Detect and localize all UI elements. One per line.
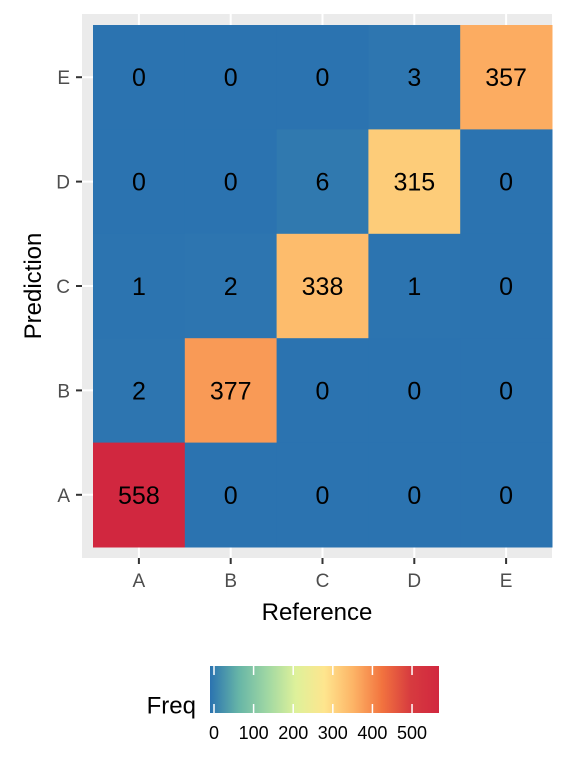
y-tick-label: B bbox=[57, 381, 70, 402]
x-tick-label: A bbox=[133, 571, 146, 592]
cell-value-label: 0 bbox=[499, 377, 513, 405]
heatmap-cell-B-C bbox=[184, 233, 278, 339]
heatmap-cell-C-E bbox=[276, 25, 369, 130]
cell-value-label: 0 bbox=[316, 482, 330, 510]
x-axis-title: Reference bbox=[262, 599, 373, 626]
legend-tick-label: 400 bbox=[357, 723, 387, 743]
y-tick-label: A bbox=[57, 486, 70, 507]
y-tick-label: D bbox=[56, 173, 70, 194]
heatmap-cell-B-D bbox=[184, 129, 278, 235]
heatmap-cell-C-D bbox=[276, 129, 369, 235]
cell-value-label: 0 bbox=[224, 169, 238, 197]
cell-value-label: 0 bbox=[499, 169, 513, 197]
legend-title: Freq bbox=[147, 693, 196, 720]
cell-value-label: 338 bbox=[302, 273, 344, 301]
cell-value-label: 0 bbox=[132, 169, 146, 197]
legend-colorbar bbox=[210, 666, 439, 713]
x-tick-label: E bbox=[500, 571, 513, 592]
heatmap-cell-E-A bbox=[460, 442, 553, 548]
cell-value-label: 0 bbox=[132, 64, 146, 92]
cell-value-label: 0 bbox=[316, 64, 330, 92]
cell-labels: 0 0 0 3 357 0 0 6 315 0 1 2 338 1 0 2 377 0 0 0 558 0 0 0 0 bbox=[118, 64, 527, 510]
y-tick-label: C bbox=[56, 277, 70, 298]
heatmap-cell-B-E bbox=[184, 25, 278, 130]
heatmap-cell-B-A bbox=[184, 442, 278, 548]
y-tick-label: E bbox=[57, 68, 70, 89]
heatmap-cell-A-D bbox=[93, 129, 186, 235]
heatmap-cell-E-D bbox=[460, 129, 553, 235]
cell-value-label: 0 bbox=[499, 273, 513, 301]
cell-value-label: 0 bbox=[224, 64, 238, 92]
cell-value-label: 2 bbox=[224, 273, 238, 301]
heatmap-cell-A-A bbox=[93, 442, 186, 548]
cell-value-label: 0 bbox=[407, 377, 421, 405]
heatmap-cell-E-E bbox=[460, 25, 553, 130]
heatmap-cell-B-B bbox=[184, 338, 278, 444]
x-tick-label: C bbox=[316, 571, 330, 592]
cell-value-label: 1 bbox=[407, 273, 421, 301]
heatmap-cell-A-B bbox=[93, 338, 186, 444]
heatmap-cell-E-C bbox=[460, 233, 553, 339]
axes: A B C D E A B C D E bbox=[56, 68, 512, 592]
cell-value-label: 1 bbox=[132, 273, 146, 301]
x-tick-label: B bbox=[224, 571, 237, 592]
cell-value-label: 0 bbox=[224, 482, 238, 510]
legend-tick-label: 300 bbox=[318, 723, 348, 743]
cell-value-label: 377 bbox=[210, 377, 252, 405]
heatmap-cell-D-B bbox=[368, 338, 461, 444]
heatmap-cell-C-A bbox=[276, 442, 369, 548]
heatmap-cell-D-C bbox=[368, 233, 461, 339]
cell-value-label: 0 bbox=[316, 377, 330, 405]
heatmap-cells bbox=[93, 25, 553, 548]
heatmap-cell-D-D bbox=[368, 129, 461, 235]
cell-value-label: 315 bbox=[393, 169, 435, 197]
heatmap-cell-C-C bbox=[276, 233, 369, 339]
cell-value-label: 0 bbox=[407, 482, 421, 510]
legend-tick-label: 0 bbox=[209, 723, 219, 743]
cell-value-label: 3 bbox=[407, 64, 421, 92]
cell-value-label: 6 bbox=[316, 169, 330, 197]
cell-value-label: 558 bbox=[118, 482, 160, 510]
x-tick-label: D bbox=[407, 571, 421, 592]
color-legend: Freq 0 100 200 300 400 500 bbox=[147, 666, 439, 743]
cell-value-label: 2 bbox=[132, 377, 146, 405]
heatmap-cell-C-B bbox=[276, 338, 369, 444]
legend-ticks: 0 100 200 300 400 500 bbox=[209, 666, 427, 743]
cell-value-label: 357 bbox=[485, 64, 527, 92]
heatmap-cell-D-E bbox=[368, 25, 461, 130]
legend-tick-label: 500 bbox=[397, 723, 427, 743]
heatmap-cell-D-A bbox=[368, 442, 461, 548]
legend-tick-label: 100 bbox=[239, 723, 269, 743]
cell-value-label: 0 bbox=[499, 482, 513, 510]
y-axis-title: Prediction bbox=[20, 233, 47, 340]
heatmap-cell-A-E bbox=[93, 25, 186, 130]
legend-tick-label: 200 bbox=[278, 723, 308, 743]
heatmap-cell-E-B bbox=[460, 338, 553, 444]
heatmap-cell-A-C bbox=[93, 233, 186, 339]
